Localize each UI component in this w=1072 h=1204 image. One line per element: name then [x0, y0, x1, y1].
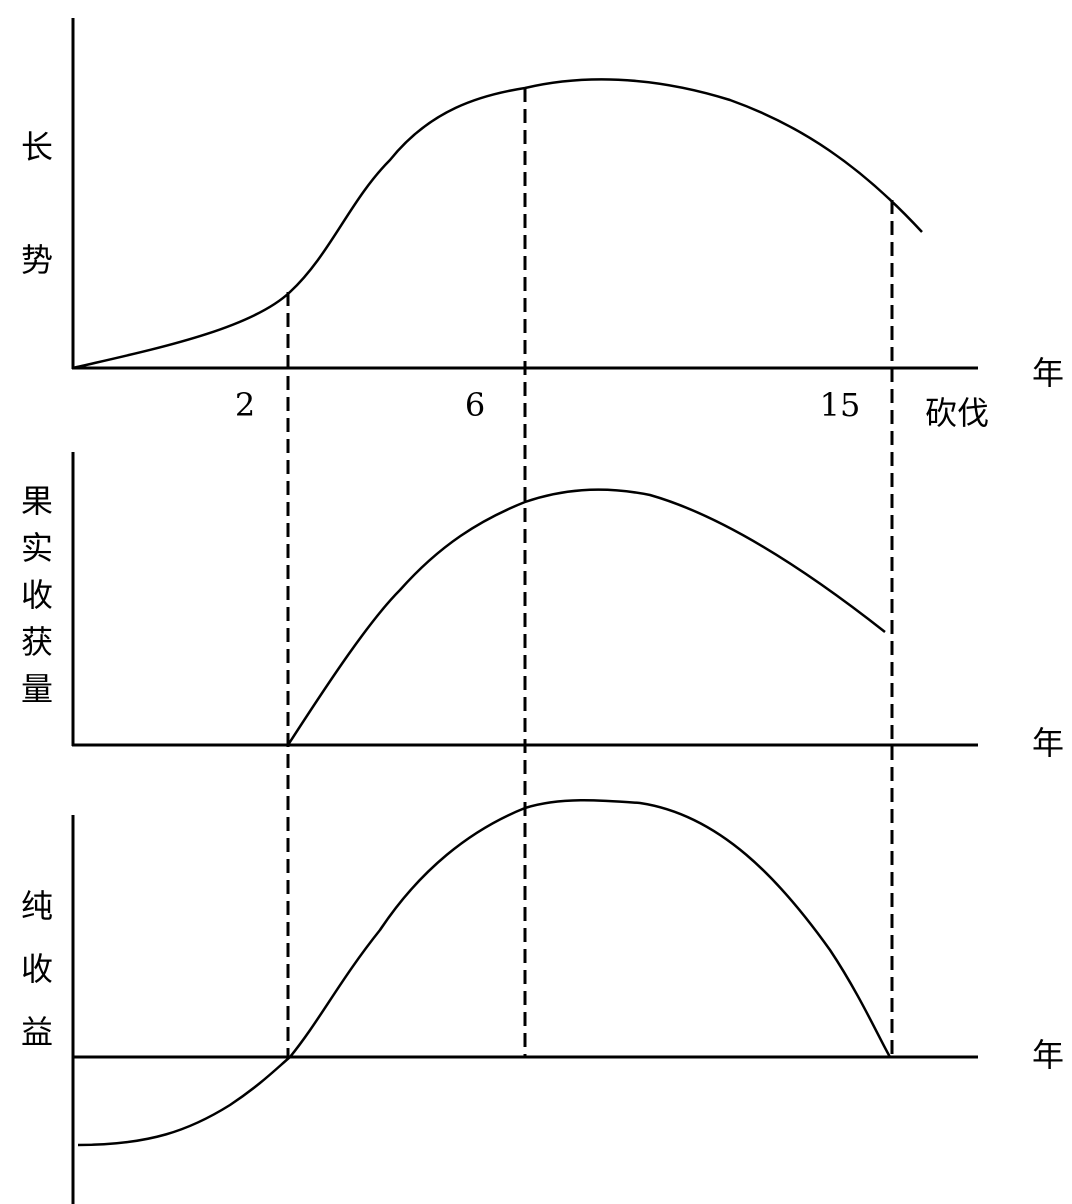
yield-curve: [286, 488, 886, 746]
growth-curve: [72, 78, 923, 370]
y-label: 纯收益: [16, 889, 54, 1078]
profit-curve: [77, 798, 892, 1147]
x-tick-label: 15: [820, 386, 861, 424]
x-label: 年: [1032, 1036, 1064, 1074]
x-tick-label: 2: [235, 386, 255, 424]
cut-label: 砍伐: [925, 394, 989, 432]
x-label: 年: [1032, 724, 1064, 762]
x-label: 年: [1032, 354, 1064, 392]
y-label: 果实收获量: [16, 484, 54, 719]
x-tick-label: 6: [465, 386, 485, 424]
y-label: 长势: [16, 130, 54, 356]
